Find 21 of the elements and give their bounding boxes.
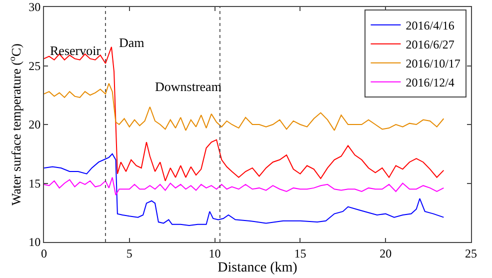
x-tick-label: 15 [294,246,306,260]
x-tick-label: 0 [41,246,47,260]
y-tick-label: 30 [28,0,41,14]
y-tick-label: 25 [28,58,41,73]
y-tick-label: 15 [28,176,41,190]
annotation: Dam [119,35,144,50]
annotation: Downstream [155,79,222,94]
line-series [44,176,444,196]
legend-label: 2016/12/4 [406,76,454,90]
x-tick-label: 20 [380,246,392,260]
x-axis-title: Distance (km) [218,260,298,276]
legend-label: 2016/6/27 [406,38,454,52]
y-tick-label: 10 [28,235,41,250]
x-tick-label: 10 [208,246,221,260]
legend-label: 2016/4/16 [406,18,454,33]
annotation: Reservoir [50,43,102,58]
x-tick-label: 25 [465,246,477,260]
line-series [44,153,444,226]
x-tick-label: 5 [126,246,132,260]
y-tick-label: 20 [28,118,41,132]
legend-label: 2016/10/17 [406,56,460,71]
